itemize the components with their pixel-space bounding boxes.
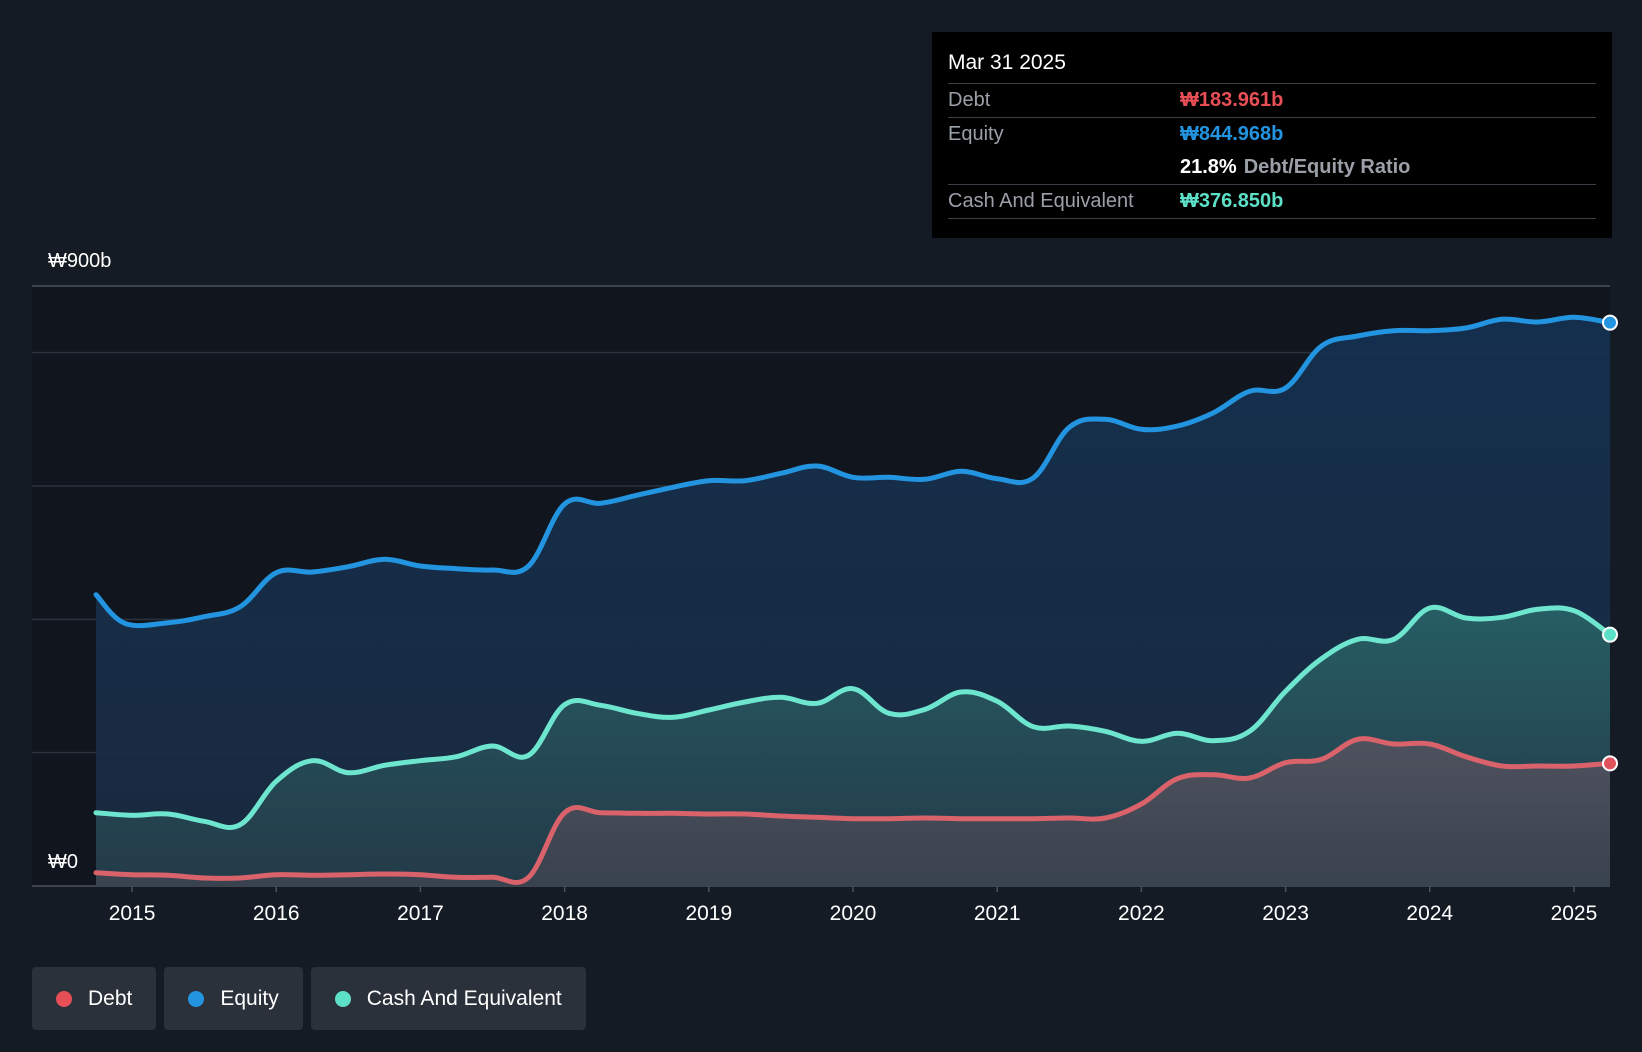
x-tick-label-2015: 2015 [109,902,156,925]
x-tick-label-2021: 2021 [974,902,1021,925]
x-tick-label-2016: 2016 [253,902,300,925]
legend-item-equity[interactable]: Equity [164,967,303,1030]
debt-dot-icon [56,990,72,1007]
tooltip-equity-value: ₩844.968b [1180,123,1284,145]
series-areas [96,317,1610,886]
legend-label-debt: Debt [88,986,133,1010]
tooltip-date: Mar 31 2025 [948,51,1066,74]
tooltip-debt-label: Debt [948,89,991,111]
x-tick-label-2025: 2025 [1551,902,1598,925]
x-tick-label-2024: 2024 [1406,902,1453,925]
y-axis-min-label: ₩0 [48,851,78,873]
tooltip-cash-value: ₩376.850b [1180,190,1284,212]
series-lines [93,314,1613,885]
tooltip-ratio-label: Debt/Equity Ratio [1243,156,1411,178]
tooltip-row-debt: Debt ₩183.961b [948,83,1596,117]
tooltip-row-equity: Equity ₩844.968b [948,117,1596,151]
cash-dot-icon [334,990,351,1007]
tooltip-cash-label: Cash And Equivalent [948,190,1134,212]
x-tick-label-2022: 2022 [1118,902,1165,925]
equity-endpoint [1602,314,1618,331]
x-axis-ticks: 2015 2016 2017 2018 2019 2020 2021 2022 2023 2024… [109,886,1598,925]
series-endpoints [1602,314,1618,772]
tooltip-equity-label: Equity [948,123,1004,145]
tooltip-row-ratio: 21.8% Debt/Equity Ratio [948,151,1596,184]
legend-label-equity: Equity [220,986,279,1010]
tooltip-row-cash: Cash And Equivalent ₩376.850b [948,184,1596,219]
equity-line [93,314,1613,629]
x-tick-label-2019: 2019 [685,902,732,925]
debt-endpoint [1602,755,1618,772]
legend-label-cash: Cash And Equivalent [366,986,562,1010]
tooltip-ratio-value: 21.8% [1180,156,1237,178]
x-tick-label-2018: 2018 [541,902,588,925]
tooltip-debt-value: ₩183.961b [1180,89,1284,111]
cash-and-equivalent-line [93,604,1613,830]
chart-tooltip: Mar 31 2025 Debt ₩183.961b Equity ₩844.9… [932,32,1612,238]
x-tick-label-2020: 2020 [830,902,877,925]
legend-item-cash[interactable]: Cash And Equivalent [310,967,586,1030]
cash-and-equivalent-endpoint [1602,626,1618,643]
debt-line [93,736,1613,885]
legend-item-debt[interactable]: Debt [32,967,157,1030]
x-tick-label-2017: 2017 [397,902,444,925]
debt-area [96,738,1610,886]
chart-legend: Debt Equity Cash And Equivalent [32,967,586,1030]
y-axis-max-label: ₩900b [48,250,112,272]
equity-dot-icon [188,990,205,1007]
x-tick-label-2023: 2023 [1262,902,1309,925]
